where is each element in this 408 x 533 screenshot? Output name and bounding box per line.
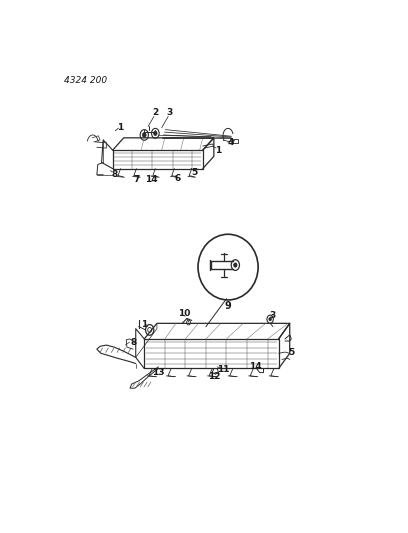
- Text: 12: 12: [208, 372, 220, 381]
- Text: 5: 5: [192, 168, 198, 177]
- Circle shape: [154, 131, 157, 135]
- Text: 8: 8: [111, 170, 118, 179]
- Text: 7: 7: [133, 175, 140, 184]
- Circle shape: [142, 133, 146, 138]
- Text: 10: 10: [177, 309, 190, 318]
- Text: 1: 1: [118, 123, 124, 132]
- Text: 14: 14: [145, 175, 158, 184]
- Text: 4: 4: [228, 138, 235, 147]
- Text: 14: 14: [248, 362, 261, 372]
- Text: 2: 2: [152, 108, 158, 117]
- Text: 8: 8: [130, 338, 136, 347]
- Text: 5: 5: [288, 348, 295, 357]
- Text: 4324 200: 4324 200: [64, 76, 107, 85]
- Text: 11: 11: [217, 365, 230, 374]
- Text: 1: 1: [215, 146, 222, 155]
- Text: 6: 6: [174, 174, 181, 183]
- Circle shape: [234, 263, 237, 267]
- Text: 3: 3: [166, 108, 173, 117]
- Circle shape: [269, 318, 271, 321]
- Text: 9: 9: [225, 301, 231, 311]
- Text: 3: 3: [269, 311, 275, 320]
- Text: 1: 1: [141, 320, 147, 329]
- Text: 13: 13: [152, 368, 165, 377]
